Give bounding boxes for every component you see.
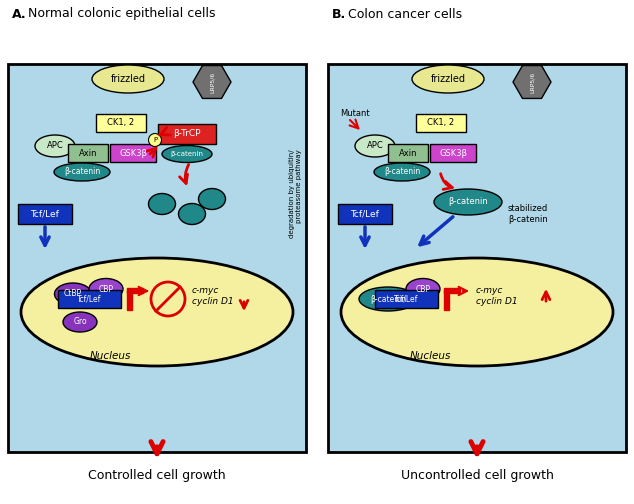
Ellipse shape: [359, 287, 417, 311]
Bar: [338, 204, 392, 224]
Bar: [158, 124, 216, 144]
Text: β-catenin: β-catenin: [64, 167, 100, 176]
Ellipse shape: [406, 279, 440, 299]
Bar: [388, 144, 428, 162]
Text: β-catenin: β-catenin: [448, 198, 488, 207]
Text: LRP5/6: LRP5/6: [529, 72, 534, 93]
Ellipse shape: [179, 204, 205, 224]
Text: Tcf/Lef: Tcf/Lef: [77, 294, 101, 303]
Text: LRP5/6: LRP5/6: [209, 72, 214, 93]
Bar: [444, 288, 460, 293]
Text: Nucleus: Nucleus: [89, 351, 131, 361]
Bar: [328, 64, 626, 452]
Text: CBP: CBP: [415, 284, 430, 293]
Text: β-catenin: β-catenin: [370, 294, 406, 303]
Text: degradation by ubiquitin/
proteasome pathway: degradation by ubiquitin/ proteasome pat…: [289, 150, 302, 238]
Text: P: P: [153, 137, 157, 143]
Ellipse shape: [148, 134, 162, 147]
Bar: [416, 114, 466, 132]
Text: c-myc
cyclin D1: c-myc cyclin D1: [192, 286, 233, 306]
Text: stabilized
β-catenin: stabilized β-catenin: [508, 204, 548, 224]
Text: Tcf/Lef: Tcf/Lef: [351, 210, 379, 219]
Text: frizzled: frizzled: [430, 74, 465, 84]
Text: CK1, 2: CK1, 2: [427, 118, 455, 128]
Bar: [8, 64, 306, 452]
Ellipse shape: [55, 283, 91, 305]
Text: APC: APC: [366, 142, 384, 151]
Ellipse shape: [162, 146, 212, 162]
Bar: [127, 288, 143, 293]
Bar: [430, 144, 476, 162]
Ellipse shape: [35, 135, 75, 157]
Ellipse shape: [355, 135, 395, 157]
Text: A.: A.: [12, 8, 27, 21]
Text: Normal colonic epithelial cells: Normal colonic epithelial cells: [24, 8, 216, 21]
Text: CBP: CBP: [98, 284, 113, 293]
Text: GSK3β: GSK3β: [439, 149, 467, 157]
Ellipse shape: [148, 194, 176, 215]
Bar: [68, 144, 108, 162]
Text: Colon cancer cells: Colon cancer cells: [344, 8, 462, 21]
Bar: [96, 114, 146, 132]
Ellipse shape: [412, 65, 484, 93]
Text: CK1, 2: CK1, 2: [107, 118, 134, 128]
Ellipse shape: [434, 189, 502, 215]
Text: GSK3β: GSK3β: [119, 149, 147, 157]
Ellipse shape: [89, 279, 123, 299]
Text: Uncontrolled cell growth: Uncontrolled cell growth: [401, 470, 553, 482]
Text: Mutant: Mutant: [340, 109, 370, 118]
Text: Nucleus: Nucleus: [410, 351, 451, 361]
Bar: [375, 290, 438, 308]
Text: Tcf/Lef: Tcf/Lef: [30, 210, 60, 219]
Bar: [110, 144, 156, 162]
Bar: [127, 290, 132, 310]
Text: CtBP: CtBP: [64, 289, 82, 298]
Text: c-myc
cyclin D1: c-myc cyclin D1: [476, 286, 517, 306]
Bar: [444, 290, 449, 310]
Text: frizzled: frizzled: [110, 74, 145, 84]
Bar: [18, 204, 72, 224]
Text: Controlled cell growth: Controlled cell growth: [88, 470, 226, 482]
Text: Axin: Axin: [79, 149, 97, 157]
Text: β-catenin: β-catenin: [384, 167, 420, 176]
Text: β-TrCP: β-TrCP: [173, 130, 201, 139]
Text: Tcf/Lef: Tcf/Lef: [394, 294, 418, 303]
Text: Axin: Axin: [399, 149, 417, 157]
Ellipse shape: [54, 163, 110, 181]
Ellipse shape: [21, 258, 293, 366]
Ellipse shape: [374, 163, 430, 181]
Text: Gro: Gro: [73, 318, 87, 327]
Ellipse shape: [92, 65, 164, 93]
Ellipse shape: [63, 312, 97, 332]
Ellipse shape: [341, 258, 613, 366]
Bar: [58, 290, 121, 308]
Text: B.: B.: [332, 8, 346, 21]
Text: β-catenin: β-catenin: [171, 151, 204, 157]
Ellipse shape: [198, 188, 226, 210]
Text: APC: APC: [47, 142, 63, 151]
